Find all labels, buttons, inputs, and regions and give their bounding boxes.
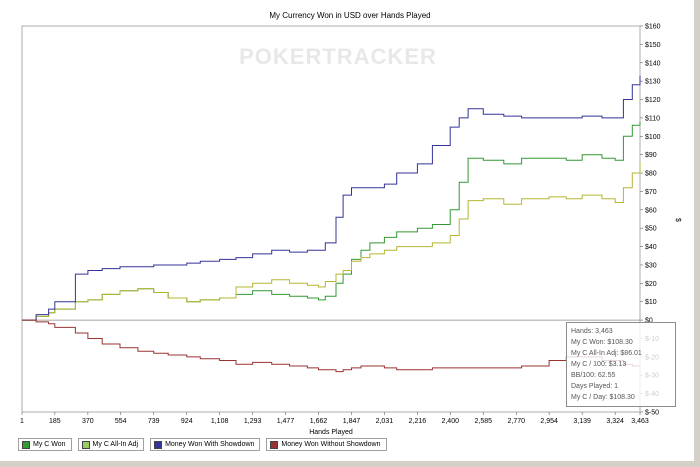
- tooltip-won: My C Won: $108.30: [571, 339, 633, 346]
- x-tick-label: 739: [148, 418, 160, 425]
- x-tick-label: 3,139: [573, 418, 591, 425]
- legend-label: My C All-In Adj: [92, 441, 139, 448]
- x-axis-label: Hands Played: [309, 429, 353, 436]
- legend-label: Money Won Without Showdown: [281, 441, 381, 448]
- y-tick-label: $120: [645, 97, 661, 104]
- legend-swatch: [22, 440, 30, 449]
- x-tick-label: 2,954: [540, 418, 558, 425]
- legend: My C Won My C All-In Adj Money Won With …: [18, 438, 387, 451]
- legend-item-my-c-won[interactable]: My C Won: [18, 438, 72, 451]
- y-tick-label: $140: [645, 60, 661, 67]
- legend-swatch: [270, 440, 279, 449]
- y-tick-label: $20: [645, 281, 657, 288]
- legend-item-with-showdown[interactable]: Money Won With Showdown: [150, 438, 261, 451]
- y-tick-label: $-50: [645, 410, 659, 417]
- x-tick-label: 2,400: [441, 418, 459, 425]
- plot-area: [21, 25, 641, 413]
- x-tick-label: 2,585: [475, 418, 493, 425]
- tooltip-perday: My C / Day: $108.30: [571, 394, 635, 401]
- y-tick-label: $50: [645, 226, 657, 233]
- y-tick-label: $30: [645, 262, 657, 269]
- y-tick-label: $60: [645, 207, 657, 214]
- legend-item-without-showdown[interactable]: Money Won Without Showdown: [266, 438, 387, 451]
- y-tick-label: $150: [645, 42, 661, 49]
- x-tick-label: 1,108: [211, 418, 229, 425]
- x-tick-label: 1: [20, 418, 24, 425]
- x-tick-label: 554: [115, 418, 127, 425]
- y-tick-label: $80: [645, 171, 657, 178]
- series-line-0: [22, 121, 641, 321]
- x-tick-label: 1,847: [343, 418, 361, 425]
- legend-swatch: [154, 440, 163, 449]
- tooltip-days: Days Played: 1: [571, 383, 619, 390]
- y-tick-label: $0: [645, 318, 653, 325]
- x-tick-label: 924: [181, 418, 193, 425]
- series-line-3: [22, 319, 640, 373]
- legend-label: My C Won: [33, 441, 66, 448]
- legend-swatch: [81, 440, 90, 449]
- tooltip-allin: My C All-In Adj: $86.01: [571, 350, 642, 357]
- tooltip-hands: Hands: 3,463: [571, 328, 613, 335]
- x-tick-label: 3,324: [606, 418, 624, 425]
- x-tick-label: 1,293: [244, 418, 262, 425]
- y-tick-label: $70: [645, 189, 657, 196]
- tooltip-per100: My C / 100: $3.13: [571, 361, 627, 368]
- tooltip-bb100: BB/100: 62.55: [571, 372, 616, 379]
- x-tick-label: 3,463: [631, 418, 649, 425]
- y-tick-label: $110: [645, 115, 660, 122]
- y-tick-label: $40: [645, 244, 657, 251]
- y-tick-label: $100: [645, 134, 661, 141]
- series-line-2: [22, 75, 641, 321]
- x-tick-label: 2,216: [409, 418, 427, 425]
- x-axis: 1 185 370 554 739 924 1,108 1,293 1,477 1,662 1,84…: [20, 412, 649, 425]
- x-tick-label: 185: [49, 418, 61, 425]
- x-tick-label: 2,031: [376, 418, 394, 425]
- x-tick-label: 370: [82, 418, 94, 425]
- series-line-1: [22, 162, 641, 321]
- y-tick-label: $90: [645, 152, 657, 159]
- y-axis-label: $: [674, 218, 681, 222]
- x-tick-label: 2,770: [508, 418, 526, 425]
- stats-tooltip: Hands: 3,463 My C Won: $108.30 My C All-…: [566, 322, 676, 407]
- y-tick-label: $160: [645, 24, 661, 31]
- legend-item-all-in-adj[interactable]: My C All-In Adj: [77, 438, 145, 451]
- x-tick-label: 1,477: [277, 418, 295, 425]
- y-tick-label: $10: [645, 299, 657, 306]
- pokertracker-watermark: POKERTRACKER: [239, 44, 437, 69]
- series-group: [22, 75, 641, 373]
- chart-title: My Currency Won in USD over Hands Played: [269, 11, 430, 20]
- x-tick-label: 1,662: [310, 418, 328, 425]
- y-tick-label: $130: [645, 79, 661, 86]
- legend-label: Money Won With Showdown: [165, 441, 255, 448]
